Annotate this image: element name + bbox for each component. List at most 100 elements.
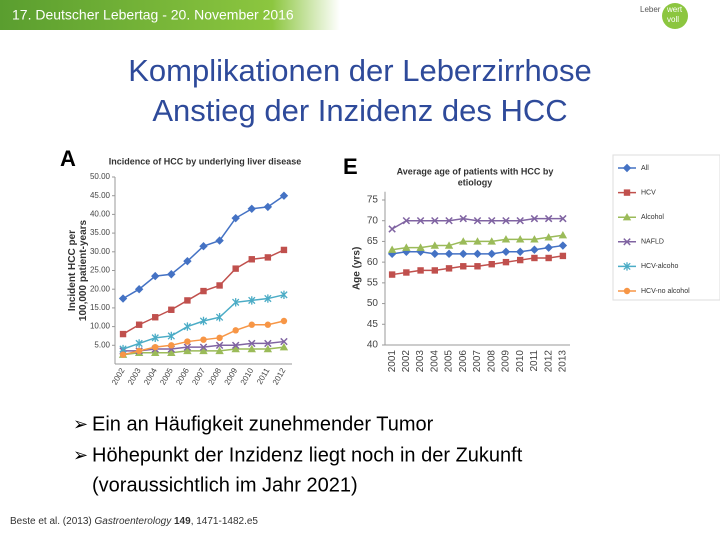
point: [168, 342, 175, 349]
y-tick-label: 15.00: [90, 303, 111, 312]
x-tick-label: 2007: [472, 350, 483, 373]
point: [167, 348, 176, 356]
y-tick-label: 70: [367, 215, 379, 226]
point: [248, 339, 256, 348]
point: [544, 233, 553, 241]
x-tick-label: 2002: [401, 350, 412, 373]
point: [387, 245, 397, 253]
point: [183, 343, 192, 351]
point: [264, 294, 272, 303]
point: [459, 237, 468, 245]
point: [544, 243, 553, 252]
point: [516, 256, 524, 264]
point: [135, 321, 143, 328]
point: [531, 254, 538, 262]
chart-title: etiology: [458, 177, 493, 187]
point: [200, 336, 207, 343]
point: [280, 246, 288, 254]
legend-marker: [622, 163, 632, 173]
point: [530, 245, 539, 254]
point: [459, 249, 468, 259]
y-tick-label: 45.00: [90, 191, 111, 200]
y-tick-label: 55: [367, 277, 379, 288]
point: [199, 241, 208, 251]
y-tick-label: 10.00: [90, 322, 111, 331]
y-axis-label: Incident HCC per: [67, 230, 78, 311]
point: [183, 346, 192, 355]
bullet-icon: ➢: [73, 445, 88, 465]
x-tick-label: 2006: [458, 350, 469, 373]
point: [152, 314, 159, 321]
point: [388, 271, 396, 278]
legend-marker: [623, 262, 631, 271]
point: [199, 316, 208, 326]
bullet: Ein an Häufigkeit zunehmender Tumor: [92, 413, 434, 435]
point: [216, 334, 223, 342]
point: [502, 216, 510, 225]
point: [248, 321, 255, 328]
point: [183, 256, 192, 266]
point: [184, 297, 191, 304]
x-tick-label: 2005: [444, 350, 455, 373]
point: [559, 252, 567, 260]
point: [231, 341, 240, 350]
point: [215, 341, 224, 350]
point: [530, 235, 539, 243]
citation-authors: Beste et al. (2013): [10, 516, 95, 527]
point: [215, 313, 224, 322]
y-tick-label: 20.00: [90, 284, 111, 293]
legend-marker: [623, 238, 631, 246]
y-tick-label: 40.00: [90, 210, 111, 219]
title: Anstieg der Inzidenz des HCC: [152, 93, 567, 128]
y-tick-label: 25.00: [90, 266, 111, 275]
point: [545, 254, 552, 262]
x-tick-label: 2012: [543, 350, 554, 373]
point: [247, 204, 256, 213]
bullets: ➢ Ein an Häufigkeit zunehmender Tumor ➢ …: [73, 413, 523, 496]
point: [402, 243, 411, 251]
point: [280, 317, 288, 325]
panel-label: E: [343, 154, 358, 179]
point: [544, 214, 553, 223]
point: [167, 270, 176, 279]
point: [444, 241, 454, 249]
point: [184, 338, 191, 345]
point: [151, 333, 159, 343]
logo-circle: [662, 3, 688, 29]
point: [216, 282, 223, 289]
point: [279, 342, 289, 351]
title: Komplikationen der Leberzirrhose: [128, 53, 592, 88]
panel-label: A: [60, 146, 76, 171]
point: [215, 236, 224, 245]
point: [248, 256, 255, 263]
point: [516, 216, 524, 225]
point: [444, 249, 454, 259]
point: [487, 249, 496, 259]
point: [248, 296, 256, 305]
logo: Leber wert voll: [640, 3, 688, 29]
logo-text: wert: [666, 5, 683, 14]
chart-title: Average age of patients with HCC by: [397, 166, 554, 176]
point: [473, 216, 482, 225]
point: [473, 249, 482, 259]
point: [263, 344, 273, 353]
bullet: Höhepunkt der Inzidenz liegt noch in der…: [92, 444, 523, 466]
y-tick-label: 50: [367, 298, 379, 309]
y-tick-label: 45: [367, 319, 379, 330]
header: 17. Deutscher Lebertag - 20. November 20…: [12, 7, 294, 23]
bullet: (voraussichtlich im Jahr 2021): [92, 474, 358, 496]
point: [168, 306, 175, 313]
point: [515, 247, 525, 256]
point: [264, 339, 272, 348]
legend-label: Alcohol: [641, 214, 664, 221]
y-tick-label: 5.00: [94, 340, 110, 349]
legend-marker: [623, 287, 631, 295]
point: [280, 337, 288, 346]
point: [119, 351, 127, 358]
y-tick-label: 75: [367, 195, 379, 206]
legend-label: HCV-no alcohol: [641, 288, 690, 295]
point: [430, 249, 440, 259]
point: [151, 271, 160, 281]
x-tick-label: 2013: [558, 350, 569, 373]
x-tick-label: 2009: [501, 350, 512, 373]
